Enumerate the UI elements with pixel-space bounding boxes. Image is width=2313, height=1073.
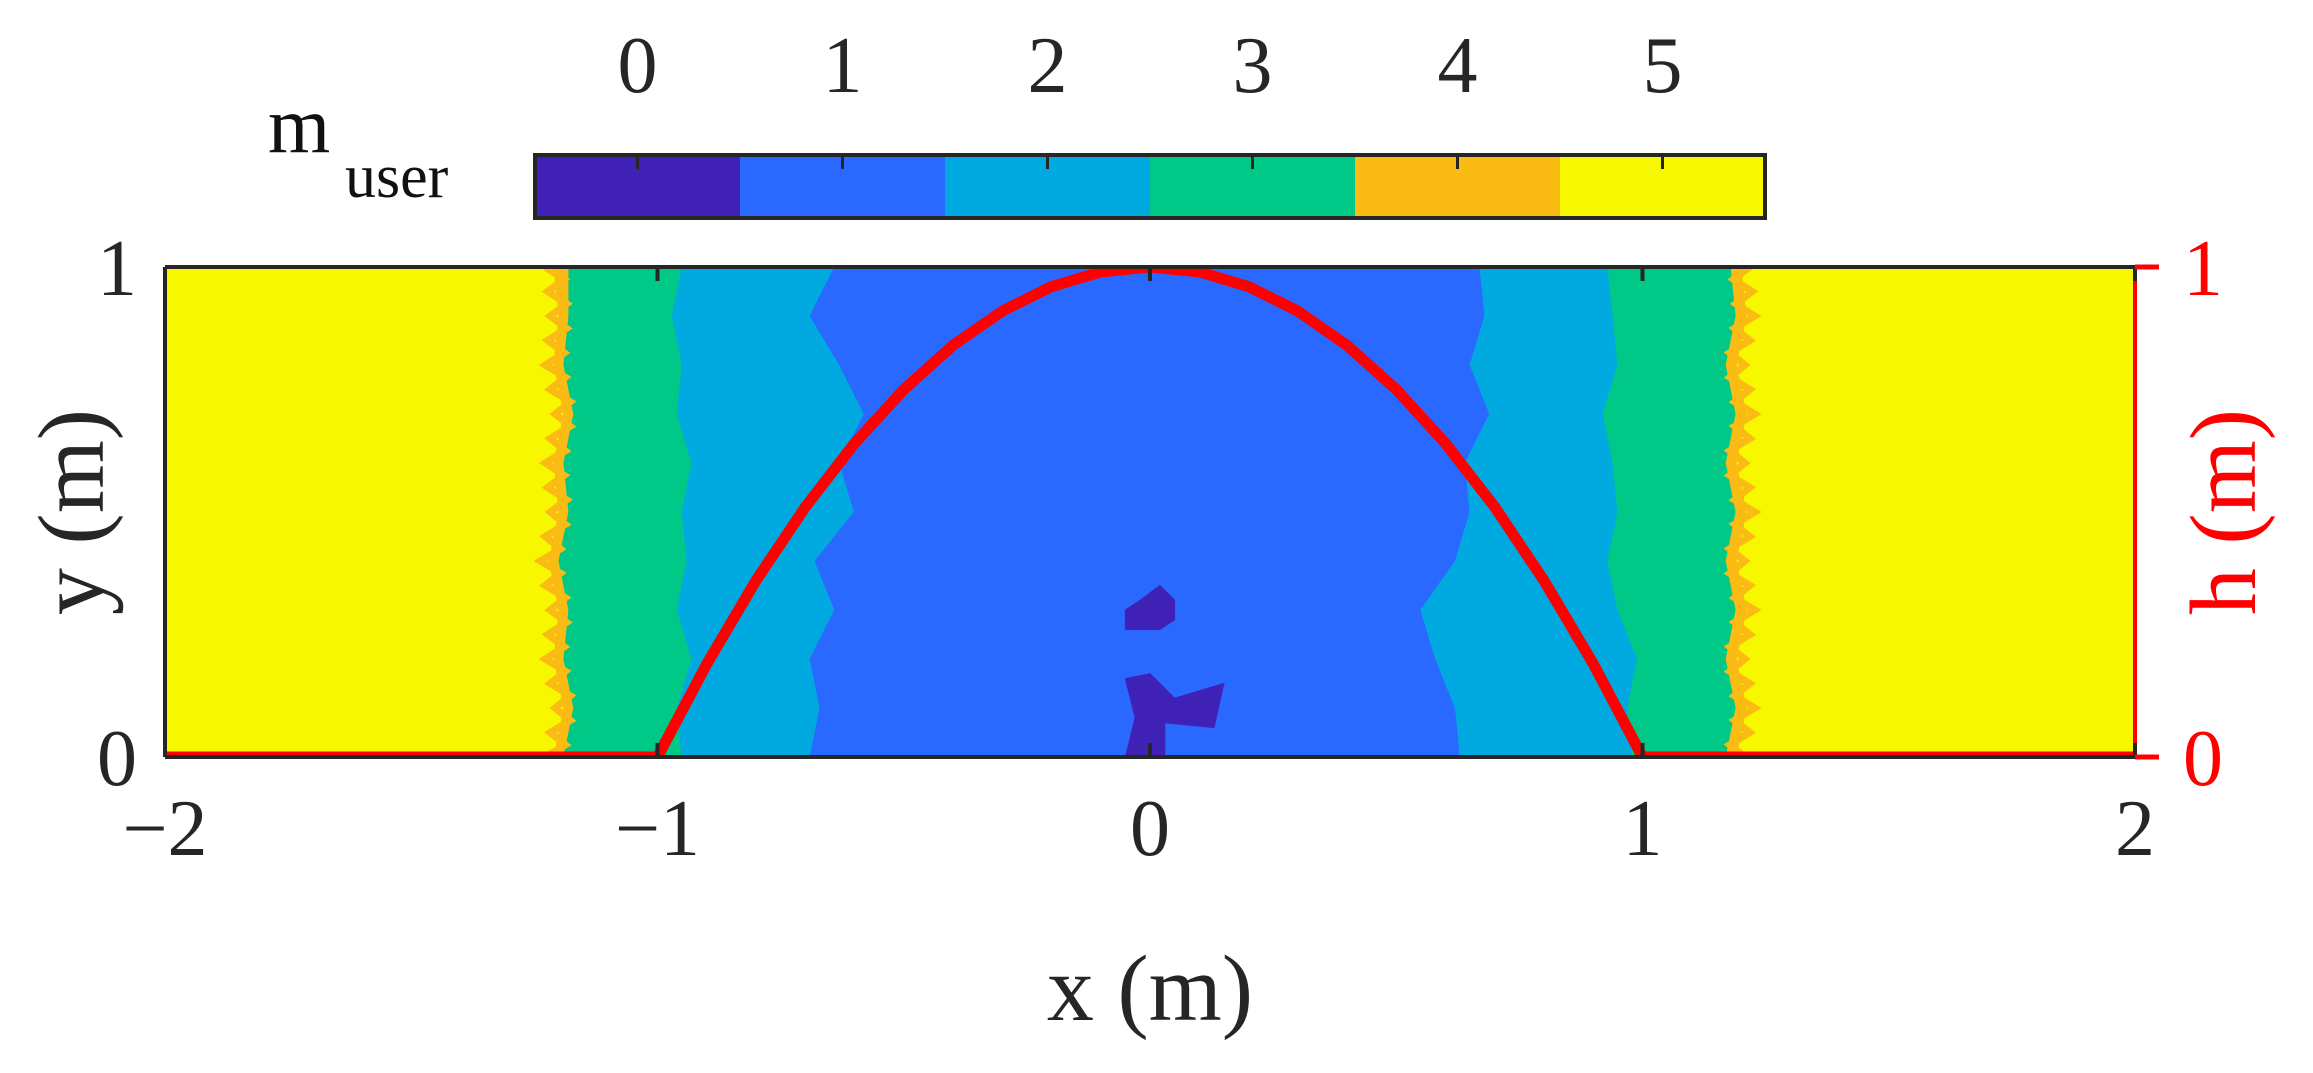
x-axis-label: x (m)	[1047, 937, 1253, 1041]
colorbar-tick-label-2: 2	[1028, 22, 1068, 110]
colorbar-frame	[533, 153, 1767, 220]
curve-layer	[165, 267, 2135, 757]
colorbar-label-sub: user	[345, 143, 449, 211]
heat-region-level-3-band-2	[558, 267, 693, 757]
x-tick-label-3: 1	[1623, 785, 1663, 873]
series-line-h-1	[165, 267, 2135, 757]
y2-tick-label-0: 0	[2183, 715, 2223, 803]
heatmap-layer	[165, 267, 2135, 757]
x-tick-label-1: −1	[615, 785, 700, 873]
x-tick-label-4: 2	[2115, 785, 2155, 873]
y-axis-label: y (m)	[20, 409, 124, 615]
heat-fringe-level-4-left	[533, 267, 577, 757]
heat-island-level-0-2	[1124, 584, 1176, 631]
y-tick-label-0: 0	[97, 715, 137, 803]
colorbar-tick-label-1: 1	[823, 22, 863, 110]
y2-tick-label-1: 1	[2183, 225, 2223, 313]
colorbar-tick-label-3: 3	[1233, 22, 1273, 110]
x-tick-label-0: −2	[122, 785, 207, 873]
colorbar-tick-label-5: 5	[1643, 22, 1683, 110]
x-tick-label-2: 0	[1130, 785, 1170, 873]
colorbar-tick-label-4: 4	[1438, 22, 1478, 110]
colorbar-tick-label-0: 0	[618, 22, 658, 110]
heat-island-level-0-1	[1124, 673, 1225, 757]
y2-axis-label: h (m)	[2172, 409, 2276, 615]
labels-layer: x (m) y (m) h (m)	[20, 409, 2276, 1041]
y-tick-label-1: 1	[97, 225, 137, 313]
colorbar-label-main: m	[268, 82, 330, 170]
heat-fringe-level-4-right	[1723, 267, 1762, 757]
